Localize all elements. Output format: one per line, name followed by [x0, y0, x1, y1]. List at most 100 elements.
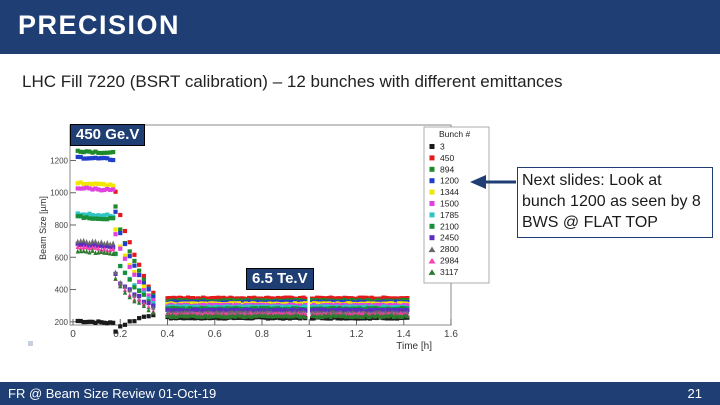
- data-point: [113, 251, 118, 256]
- y-axis-label: Beam Size [µm]: [38, 196, 48, 260]
- data-point: [75, 186, 80, 191]
- data-point: [93, 320, 98, 325]
- data-point: [361, 314, 366, 319]
- data-point: [84, 212, 89, 217]
- data-point: [111, 240, 116, 246]
- data-point: [405, 313, 410, 319]
- data-point: [105, 321, 110, 326]
- data-point: [87, 181, 92, 186]
- data-point: [87, 249, 92, 255]
- data-point: [118, 212, 123, 218]
- data-point: [90, 156, 95, 161]
- data-point: [108, 244, 113, 249]
- data-point: [90, 212, 95, 218]
- data-point: [99, 188, 104, 193]
- data-point: [96, 319, 101, 324]
- legend-item-label: 2800: [440, 244, 459, 254]
- data-point: [93, 213, 98, 218]
- data-point: [151, 297, 156, 303]
- data-point: [141, 281, 146, 286]
- slide-header: PRECISION: [0, 0, 720, 54]
- data-point: [90, 182, 95, 187]
- data-point: [102, 246, 107, 252]
- data-point: [105, 150, 110, 155]
- data-point: [141, 273, 146, 279]
- data-point: [105, 240, 110, 245]
- legend-marker: [429, 235, 435, 241]
- legend-item-label: 2450: [440, 233, 459, 243]
- data-point: [96, 156, 101, 161]
- data-point: [84, 182, 89, 187]
- data-point: [99, 213, 104, 218]
- data-point: [93, 155, 98, 160]
- data-point: [84, 239, 89, 244]
- data-point: [75, 248, 80, 254]
- data-point: [102, 249, 107, 255]
- legend-item-label: 1344: [440, 187, 459, 197]
- x-tick-label: 0.2: [113, 329, 127, 340]
- data-point: [99, 181, 104, 187]
- data-point: [137, 288, 142, 294]
- page-number: 21: [687, 386, 702, 401]
- data-point: [113, 275, 118, 281]
- data-point: [81, 150, 86, 155]
- data-point: [102, 150, 107, 155]
- data-point: [105, 186, 110, 192]
- data-point: [118, 279, 123, 285]
- data-point: [111, 251, 116, 256]
- data-point: [111, 149, 116, 155]
- data-point: [75, 318, 80, 324]
- x-tick-label: 1.4: [397, 329, 411, 340]
- data-point: [233, 313, 238, 319]
- data-point: [127, 294, 132, 300]
- data-point: [132, 285, 137, 290]
- data-point: [87, 319, 92, 324]
- data-point: [113, 269, 118, 275]
- data-point: [118, 324, 123, 329]
- data-point: [108, 150, 113, 155]
- data-point: [99, 320, 104, 325]
- data-point: [132, 258, 137, 264]
- legend-item-label: 3117: [440, 267, 459, 277]
- y-tick-label: 1000: [50, 189, 68, 198]
- data-point: [151, 294, 156, 300]
- data-point: [151, 290, 156, 295]
- data-point: [105, 217, 110, 222]
- data-point: [108, 320, 113, 325]
- data-point: [87, 216, 92, 221]
- x-axis-label: Time [h]: [396, 341, 432, 352]
- data-point: [102, 187, 107, 193]
- data-point: [113, 189, 118, 194]
- legend-item-label: 1500: [440, 199, 459, 209]
- label-450-gev: 450 Ge.V: [70, 124, 146, 146]
- data-point: [93, 245, 98, 250]
- data-point: [105, 212, 110, 217]
- data-point: [87, 245, 92, 251]
- data-point: [132, 263, 137, 268]
- legend-marker: [429, 155, 435, 161]
- data-point: [111, 320, 116, 325]
- data-point: [146, 304, 151, 310]
- data-point: [108, 250, 113, 256]
- data-point: [87, 156, 92, 161]
- data-point: [132, 269, 137, 275]
- slide-subtitle: LHC Fill 7220 (BSRT calibration) – 12 bu…: [22, 72, 563, 91]
- data-point: [90, 187, 95, 192]
- legend-marker: [429, 178, 435, 184]
- data-point: [122, 289, 128, 295]
- data-point: [84, 319, 89, 325]
- data-point: [102, 182, 107, 187]
- data-point: [127, 287, 132, 293]
- data-point: [132, 252, 137, 257]
- data-point: [111, 216, 116, 221]
- data-point: [111, 183, 116, 188]
- legend-title: Bunch #: [439, 129, 470, 139]
- data-point: [328, 314, 333, 319]
- data-point: [111, 157, 116, 163]
- data-point: [137, 297, 142, 303]
- data-point: [141, 277, 146, 282]
- data-point: [391, 314, 396, 319]
- data-point: [93, 216, 98, 221]
- data-point: [122, 241, 128, 247]
- data-point: [78, 149, 83, 154]
